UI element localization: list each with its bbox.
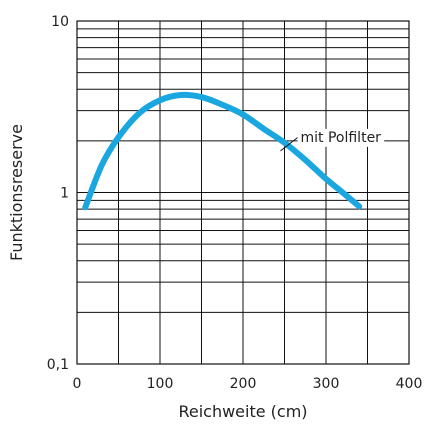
grid-lines: [76, 21, 410, 364]
x-axis-label: Reichweite (cm): [178, 402, 307, 421]
annotation-leader-line: [280, 136, 299, 152]
y-tick-label: 10: [51, 14, 69, 30]
y-tick-labels: 0,1 1 10: [47, 14, 69, 373]
y-axis-label: Funktionsreserve: [7, 124, 26, 261]
x-tick-label: 400: [396, 376, 423, 392]
annotation-label: mit Polfilter: [301, 130, 382, 146]
y-tick-label: 1: [60, 186, 69, 202]
x-tick-label: 300: [313, 376, 340, 392]
x-tick-label: 0: [73, 376, 82, 392]
x-tick-labels: 0 100 200 300 400: [73, 376, 423, 392]
series-line-mit-polfilter: [82, 91, 363, 211]
plot-frame: [76, 20, 410, 365]
x-tick-label: 200: [230, 376, 257, 392]
annotation-background: [297, 128, 385, 147]
x-tick-label: 100: [147, 376, 174, 392]
y-tick-label: 0,1: [47, 357, 69, 373]
